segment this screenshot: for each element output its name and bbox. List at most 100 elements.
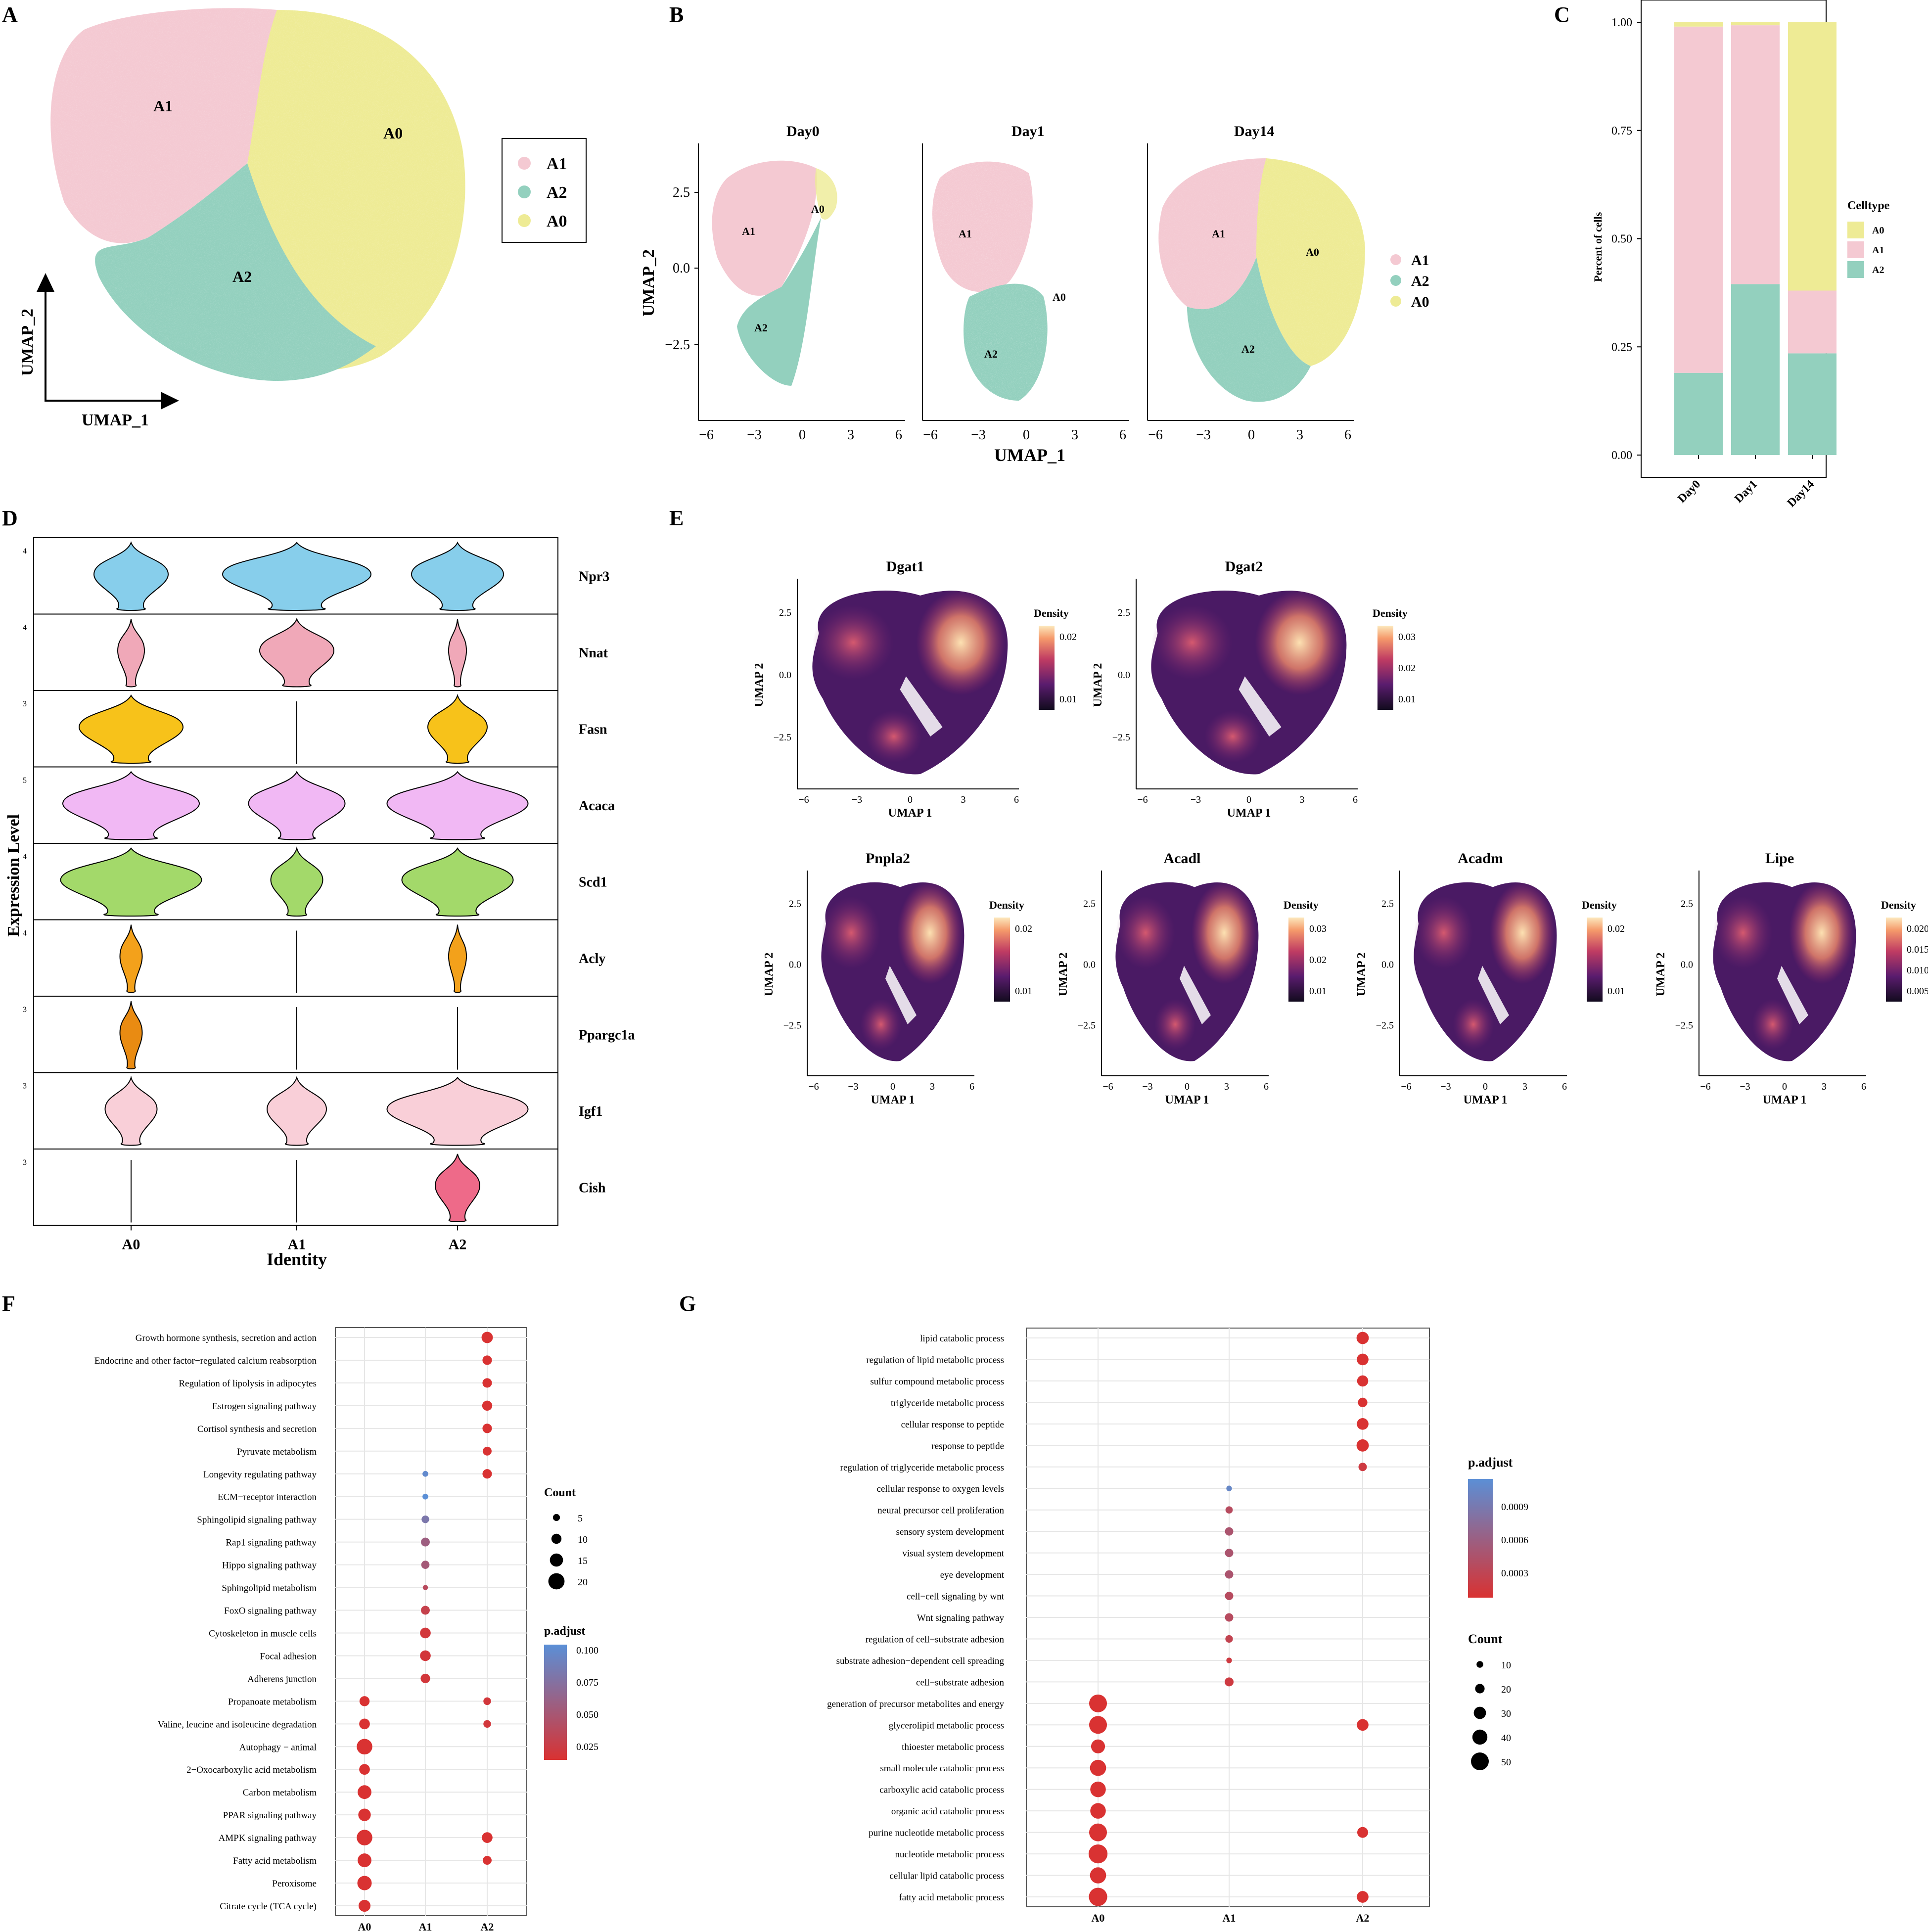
violin-acaca-a2 xyxy=(386,771,529,840)
density-ytick: 2.5 xyxy=(789,899,801,910)
bar-day1-a1 xyxy=(1731,25,1780,284)
term-label: visual system development xyxy=(902,1549,1005,1559)
term-label: ECM−receptor interaction xyxy=(218,1492,317,1503)
day14-label-a1: A1 xyxy=(1212,228,1225,240)
density-ytick: −2.5 xyxy=(1376,1020,1394,1031)
violin-row-frame xyxy=(33,919,558,997)
violin-npr3-a0 xyxy=(93,541,169,611)
density-xtick: −3 xyxy=(1142,1081,1152,1092)
panel-d-ylabel: Expression Level xyxy=(4,814,23,937)
term-label: regulation of lipid metabolic process xyxy=(866,1355,1004,1365)
f-padj-colorbar xyxy=(544,1645,567,1760)
legend-swatch-a0 xyxy=(1847,222,1864,238)
term-label: Wnt signaling pathway xyxy=(917,1613,1005,1623)
density-plot-dgat1: Dgat1 2.5 0.0 −2.5 −6 −3 0 3 6 UMAP 1 UMAP 2 Densit… xyxy=(753,558,1077,820)
violin-fasn-a0 xyxy=(78,694,184,764)
term-label: carboxylic acid catabolic process xyxy=(879,1785,1004,1795)
density-colorbar xyxy=(1288,918,1304,1002)
dot-a2-term-4 xyxy=(1357,1418,1369,1430)
facet-day0: A1 A0 A2 xyxy=(698,143,905,421)
density-legend-tick: 0.010 xyxy=(1907,965,1928,976)
dot-a2-term-18 xyxy=(1357,1719,1369,1731)
panel-b-x-ticks: −6 −3 0 3 6 −6 −3 0 3 6 −6 −3 0 3 6 xyxy=(699,427,1351,443)
violin-ytick: 3 xyxy=(23,1006,27,1014)
density-warmspot xyxy=(813,605,894,680)
dot-a2-term-23 xyxy=(483,1856,492,1865)
term-label: regulation of cell−substrate adhesion xyxy=(866,1634,1005,1645)
dot-a1-term-16 xyxy=(1224,1677,1234,1687)
density-xlabel: UMAP 1 xyxy=(1464,1094,1508,1106)
bar-day0-a1 xyxy=(1674,26,1723,373)
g-padj-colorbar xyxy=(1468,1479,1493,1598)
term-label: Citrate cycle (TCA cycle) xyxy=(220,1901,317,1912)
legend-swatch-a2 xyxy=(1847,261,1864,278)
dot-a0-term-17 xyxy=(1089,1694,1107,1712)
identity-tick-a2: A2 xyxy=(449,1237,467,1253)
density-legend-tick: 0.01 xyxy=(1398,694,1416,705)
violin-igf1-a0 xyxy=(104,1075,158,1146)
density-white-gap xyxy=(885,966,917,1024)
umap-a-ylabel: UMAP_2 xyxy=(18,309,37,376)
facet-title-day1: Day1 xyxy=(1011,123,1045,139)
density-warmspot-2 xyxy=(860,999,902,1050)
violin-acaca-a1 xyxy=(248,771,346,840)
panel-c-bars xyxy=(1674,22,1836,455)
term-label: neural precursor cell proliferation xyxy=(877,1506,1004,1516)
ytick-0.00: 0.00 xyxy=(1611,449,1632,462)
density-white-gap xyxy=(1239,676,1282,736)
dotplot-xtick-a2: A2 xyxy=(1356,1912,1370,1924)
density-xtick: −3 xyxy=(1191,794,1201,805)
dot-a0-term-23 xyxy=(1089,1823,1107,1841)
density-colorbar xyxy=(1039,626,1055,710)
density-xtick: 6 xyxy=(1014,794,1019,805)
b-legend-a1-label: A1 xyxy=(1411,252,1429,269)
dotplot-xtick-a0: A0 xyxy=(358,1921,371,1932)
legend-label-a0: A0 xyxy=(1872,225,1884,236)
f-padj-tick: 0.075 xyxy=(576,1677,598,1688)
day14-label-a0: A0 xyxy=(1306,246,1319,258)
day1-label-a1: A1 xyxy=(959,228,972,240)
f-padj-tick: 0.050 xyxy=(576,1709,598,1720)
dot-a2-term-22 xyxy=(482,1832,493,1843)
dot-a0-term-21 xyxy=(1090,1781,1106,1797)
day14-label-a2: A2 xyxy=(1241,343,1255,355)
term-label: eye development xyxy=(940,1570,1005,1580)
dot-a2-term-5 xyxy=(1356,1439,1369,1452)
dot-a2-term-0 xyxy=(481,1332,493,1343)
dot-a1-term-13 xyxy=(1225,1613,1234,1622)
dot-a1-term-11 xyxy=(1225,1570,1234,1579)
g-padj-tick: 0.0003 xyxy=(1501,1568,1528,1579)
b-ytick-m25: −2.5 xyxy=(665,337,690,353)
density-ylabel: UMAP 2 xyxy=(1355,953,1368,997)
density-xtick: 6 xyxy=(969,1081,974,1092)
violin-row-acly: 4 Acly xyxy=(23,919,605,997)
umap-a-label-a0: A0 xyxy=(383,124,403,142)
density-hotspot xyxy=(1192,881,1257,984)
density-plot-pnpla2: Pnpla2 2.5 0.0 −2.5 −6 −3 0 3 6 UMAP 1 UMAP 2 Densi… xyxy=(763,850,1032,1106)
density-legend-title: Density xyxy=(989,899,1024,911)
term-label: response to peptide xyxy=(931,1441,1004,1451)
density-ytick: 2.5 xyxy=(1681,899,1693,910)
term-label: thioester metabolic process xyxy=(902,1742,1004,1752)
density-legend-tick: 0.03 xyxy=(1309,923,1327,934)
density-xtick: 3 xyxy=(1822,1081,1827,1092)
f-padj-tick: 0.025 xyxy=(576,1742,598,1752)
panel-e-density: Dgat1 2.5 0.0 −2.5 −6 −3 0 3 6 UMAP 1 UMAP 2 Densit… xyxy=(753,558,1928,1106)
dot-a0-term-18 xyxy=(1089,1716,1107,1734)
panel-d-rows: 4 Npr3 4 Nnat 3 Fasn 5 Acaca 4 Scd1 4 Acly 3 Ppargc1a… xyxy=(23,537,635,1226)
legend-a0-swatch xyxy=(518,214,531,227)
term-label: Adherens junction xyxy=(247,1674,317,1684)
day0-label-a0: A0 xyxy=(811,203,825,215)
dot-a2-term-1 xyxy=(482,1355,492,1365)
panel-g-dotplot: lipid catabolic process regulation of lip… xyxy=(827,1328,1528,1924)
term-label: cellular lipid catabolic process xyxy=(889,1871,1004,1882)
legend-a0-label: A0 xyxy=(547,212,567,230)
density-xtick: 6 xyxy=(1562,1081,1567,1092)
density-xtick: −3 xyxy=(1740,1081,1750,1092)
bar-day0-a2 xyxy=(1674,372,1723,455)
density-legend-tick: 0.02 xyxy=(1015,923,1032,934)
dot-a1-term-10 xyxy=(421,1561,430,1569)
day1-speckle xyxy=(925,148,1063,415)
f-count-legend-label: 15 xyxy=(578,1556,588,1566)
term-label: Sphingolipid signaling pathway xyxy=(197,1515,317,1525)
